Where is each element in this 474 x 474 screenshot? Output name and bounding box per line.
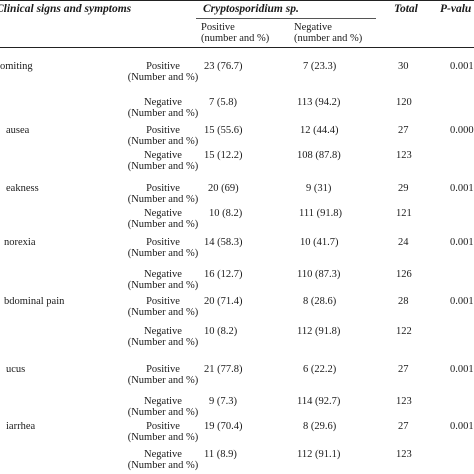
subheader-negative-1: Negative: [294, 22, 332, 33]
sign-label: omiting: [0, 61, 33, 72]
cell-pos-pos: 23 (76.7): [204, 61, 243, 72]
positive-label: Positive: [146, 296, 180, 307]
number-pct-label: (Number and %): [127, 219, 199, 230]
number-pct-label: (Number and %): [127, 161, 199, 172]
cell-neg-total: 121: [396, 208, 412, 219]
negative-label: Negative: [144, 208, 182, 219]
number-pct-label: (Number and %): [127, 307, 199, 318]
cell-pvalue: 0.000: [450, 125, 474, 136]
subheader-positive-1: Positive: [201, 22, 235, 33]
cell-neg-total: 122: [396, 326, 412, 337]
cell-pvalue: 0.001: [450, 237, 474, 248]
cell-neg-total: 123: [396, 150, 412, 161]
cell-neg-pos: 16 (12.7): [204, 269, 243, 280]
cell-pos-neg: 7 (23.3): [303, 61, 337, 72]
cell-pos-total: 29: [398, 183, 409, 194]
negative-label: Negative: [144, 396, 182, 407]
cell-neg-neg: 112 (91.8): [297, 326, 341, 337]
cell-neg-neg: 110 (87.3): [297, 269, 341, 280]
positive-label: Positive: [146, 61, 180, 72]
sign-label: bdominal pain: [4, 296, 65, 307]
cell-pvalue: 0.001: [450, 61, 474, 72]
number-pct-label: (Number and %): [127, 280, 199, 291]
cell-pos-pos: 14 (58.3): [204, 237, 243, 248]
number-pct-label: (Number and %): [127, 72, 199, 83]
positive-label: Positive: [146, 364, 180, 375]
header-pvalue: P-valu: [440, 3, 472, 15]
number-pct-label: (Number and %): [127, 375, 199, 386]
cell-neg-neg: 114 (92.7): [297, 396, 341, 407]
negative-label: Negative: [144, 97, 182, 108]
cell-pos-pos: 20 (71.4): [204, 296, 243, 307]
number-pct-label: (Number and %): [127, 248, 199, 259]
cell-neg-total: 123: [396, 449, 412, 460]
cell-neg-neg: 111 (91.8): [299, 208, 342, 219]
positive-label: Positive: [146, 421, 180, 432]
positive-label: Positive: [146, 183, 180, 194]
top-rule: [0, 0, 474, 1]
cell-pos-total: 28: [398, 296, 409, 307]
cell-pos-neg: 8 (28.6): [303, 296, 337, 307]
cell-pos-neg: 6 (22.2): [303, 364, 337, 375]
negative-label: Negative: [144, 449, 182, 460]
number-pct-label: (Number and %): [127, 337, 199, 348]
subheader-negative-2: (number and %): [294, 33, 363, 44]
sign-label: ausea: [6, 125, 30, 136]
cell-pos-total: 27: [398, 125, 409, 136]
cell-pos-pos: 21 (77.8): [204, 364, 243, 375]
cell-neg-pos: 11 (8.9): [204, 449, 237, 460]
cell-pos-total: 27: [398, 421, 409, 432]
sign-label: eakness: [6, 183, 39, 194]
cell-neg-pos: 10 (8.2): [209, 208, 243, 219]
sign-label: iarrhea: [6, 421, 36, 432]
cell-pos-neg: 8 (29.6): [303, 421, 337, 432]
cell-pvalue: 0.001: [450, 183, 474, 194]
cell-pos-neg: 12 (44.4): [300, 125, 339, 136]
number-pct-label: (Number and %): [127, 460, 199, 471]
cell-pos-total: 30: [398, 61, 409, 72]
cell-neg-neg: 112 (91.1): [297, 449, 341, 460]
header-clinical-signs: Clinical signs and symptoms: [0, 3, 132, 15]
header-bottom-rule: [0, 47, 474, 48]
negative-label: Negative: [144, 326, 182, 337]
number-pct-label: (Number and %): [127, 136, 199, 147]
cell-neg-pos: 7 (5.8): [209, 97, 237, 108]
cell-neg-neg: 108 (87.8): [297, 150, 341, 161]
negative-label: Negative: [144, 269, 182, 280]
cell-pos-neg: 9 (31): [306, 183, 332, 194]
cell-pos-pos: 19 (70.4): [204, 421, 243, 432]
negative-label: Negative: [144, 150, 182, 161]
header-cryptosporidium: Cryptosporidium sp.: [203, 3, 299, 15]
cell-pvalue: 0.001: [450, 421, 474, 432]
cell-neg-total: 120: [396, 97, 412, 108]
cell-neg-total: 123: [396, 396, 412, 407]
cell-neg-neg: 113 (94.2): [297, 97, 341, 108]
sign-label: norexia: [4, 237, 36, 248]
cell-neg-pos: 10 (8.2): [204, 326, 238, 337]
positive-label: Positive: [146, 125, 180, 136]
subheader-rule: [196, 18, 376, 19]
cell-neg-total: 126: [396, 269, 412, 280]
number-pct-label: (Number and %): [127, 432, 199, 443]
number-pct-label: (Number and %): [127, 407, 199, 418]
number-pct-label: (Number and %): [127, 108, 199, 119]
cell-pvalue: 0.001: [450, 296, 474, 307]
cell-pvalue: 0.001: [450, 364, 474, 375]
cell-pos-pos: 15 (55.6): [204, 125, 243, 136]
sign-label: ucus: [6, 364, 26, 375]
cell-pos-total: 24: [398, 237, 409, 248]
subheader-positive-2: (number and %): [201, 33, 270, 44]
number-pct-label: (Number and %): [127, 194, 199, 205]
cell-neg-pos: 9 (7.3): [209, 396, 237, 407]
cell-pos-pos: 20 (69): [208, 183, 239, 194]
cell-pos-neg: 10 (41.7): [300, 237, 339, 248]
cell-neg-pos: 15 (12.2): [204, 150, 243, 161]
cell-pos-total: 27: [398, 364, 409, 375]
header-total: Total: [394, 3, 418, 15]
positive-label: Positive: [146, 237, 180, 248]
